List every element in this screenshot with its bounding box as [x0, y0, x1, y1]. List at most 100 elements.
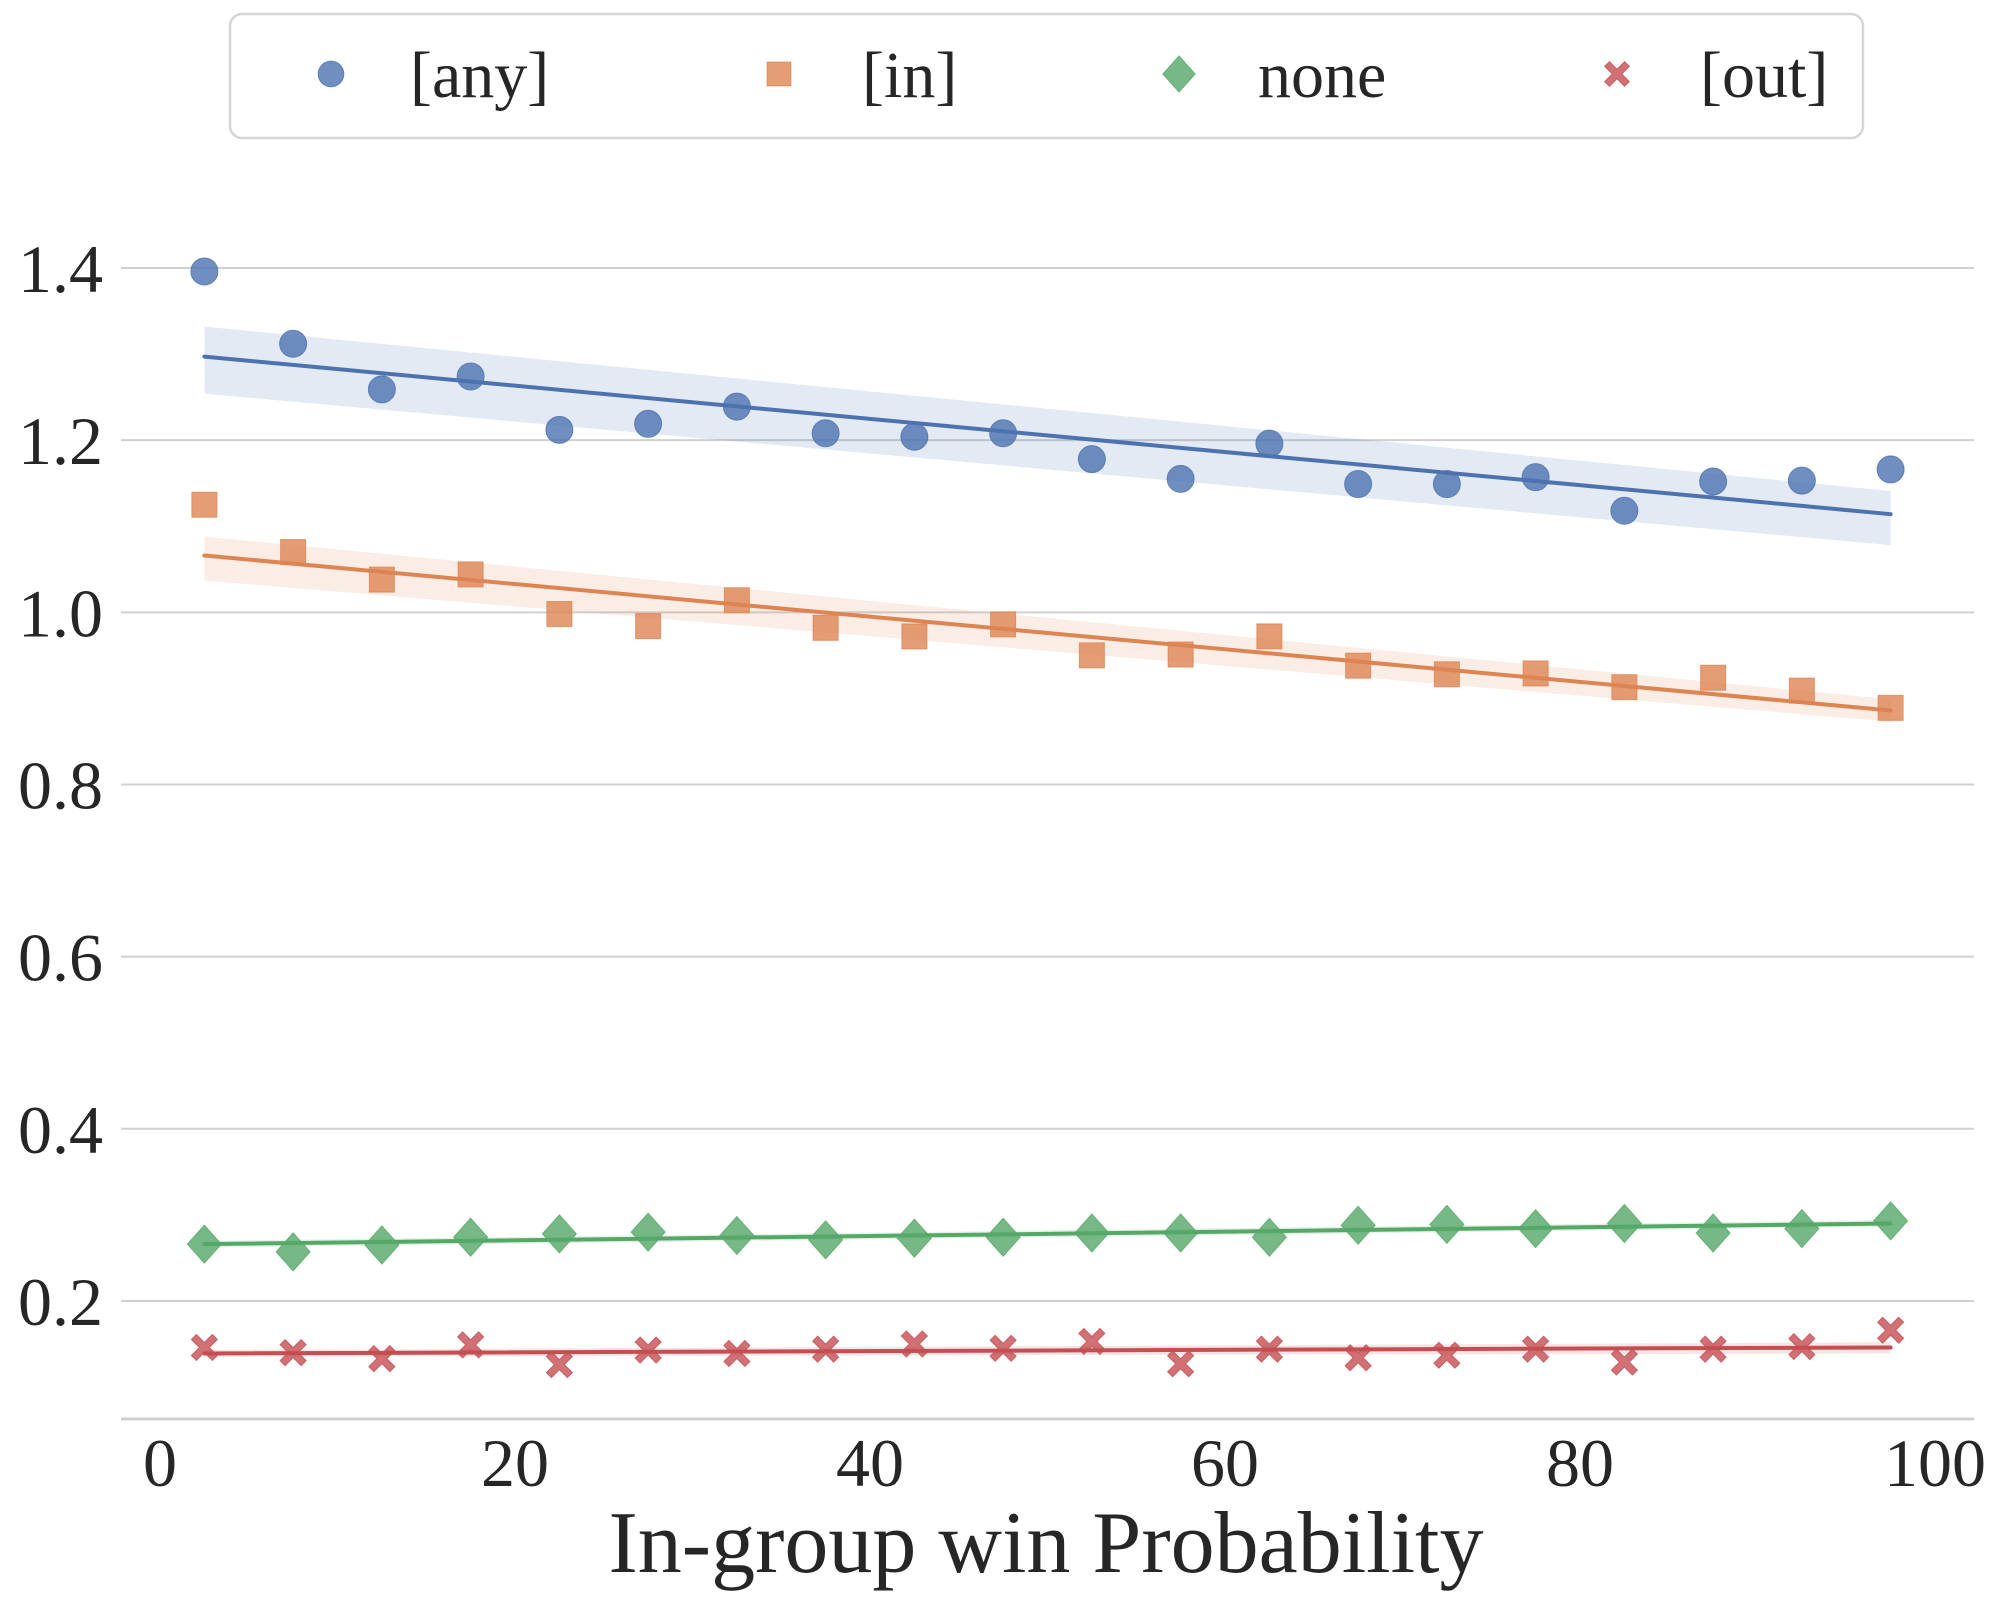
point-none — [985, 1217, 1021, 1258]
point-out — [811, 1335, 840, 1363]
point-out — [279, 1338, 307, 1367]
legend-item-none: none — [1162, 39, 1386, 112]
point-out — [1699, 1335, 1727, 1363]
point-out — [1610, 1348, 1639, 1376]
point-in — [1256, 623, 1283, 650]
point-any — [1344, 470, 1373, 499]
point-any — [989, 419, 1018, 448]
point-out — [190, 1333, 219, 1362]
x-tick-label: 100 — [1884, 1425, 1986, 1501]
point-in — [368, 566, 395, 593]
legend-marker-none-icon — [1162, 55, 1196, 93]
point-out — [1255, 1335, 1284, 1363]
point-none — [364, 1225, 400, 1265]
x-axis-title: In-group win Probability — [608, 1495, 1483, 1592]
point-none — [541, 1214, 578, 1254]
y-tick-label: 0.2 — [18, 1264, 103, 1340]
point-any — [900, 422, 929, 451]
legend: [any] [in] none [out] — [228, 12, 1865, 140]
legend-item-in: [in] — [766, 39, 957, 112]
point-none — [1429, 1204, 1465, 1245]
point-none — [1340, 1205, 1376, 1245]
legend-item-out: [out] — [1603, 39, 1828, 112]
point-in — [1433, 661, 1460, 688]
legend-marker-out-icon — [1603, 60, 1631, 88]
point-out — [1344, 1344, 1372, 1372]
point-in — [812, 614, 839, 641]
legend-box — [228, 12, 1865, 140]
point-any — [1610, 496, 1639, 525]
point-in — [1611, 674, 1638, 701]
point-in — [1078, 642, 1105, 669]
point-out — [1166, 1350, 1195, 1378]
point-in — [1788, 677, 1815, 704]
legend-marker-in-icon — [766, 61, 792, 87]
y-tick-label: 1.2 — [18, 403, 103, 479]
regression-lines — [202, 354, 1893, 1356]
point-in — [723, 587, 750, 614]
point-out — [1876, 1316, 1905, 1344]
y-tick-label: 0.6 — [18, 920, 103, 996]
point-in — [191, 491, 218, 518]
point-out — [723, 1339, 751, 1368]
point-out — [545, 1350, 574, 1379]
point-any — [1077, 445, 1106, 474]
point-out — [900, 1330, 929, 1358]
point-in — [1345, 652, 1372, 679]
point-in — [1522, 660, 1549, 687]
confidence-bands — [204, 326, 1891, 1357]
x-tick-label: 60 — [1191, 1425, 1259, 1501]
point-out — [1521, 1335, 1550, 1363]
point-out — [1433, 1341, 1461, 1369]
x-tick-label: 20 — [481, 1425, 549, 1501]
point-none — [186, 1224, 223, 1264]
data-points — [186, 257, 1909, 1379]
legend-label-none: none — [1258, 39, 1386, 112]
point-out — [368, 1344, 396, 1373]
point-none — [1251, 1217, 1288, 1258]
y-tick-label: 1.4 — [18, 231, 103, 307]
point-any — [1432, 470, 1461, 499]
point-in — [1700, 664, 1727, 691]
point-out — [634, 1336, 662, 1364]
legend-label-any: [any] — [410, 39, 549, 112]
grid-lines — [121, 267, 1974, 1302]
point-in — [546, 601, 573, 628]
point-none — [1872, 1201, 1909, 1241]
fit-line-none — [202, 1221, 1893, 1247]
x-tick-label: 40 — [836, 1425, 904, 1501]
point-none — [452, 1217, 489, 1258]
point-any — [722, 392, 751, 421]
point-in — [1167, 641, 1194, 668]
point-none — [896, 1218, 933, 1258]
legend-marker-any-icon — [317, 60, 345, 88]
fit-line-any — [202, 354, 1893, 517]
fit-line-out — [202, 1345, 1893, 1356]
point-none — [1606, 1203, 1643, 1244]
point-any — [1255, 429, 1284, 458]
point-none — [1074, 1213, 1110, 1253]
point-out — [1078, 1327, 1106, 1356]
x-tick-labels: 0 20 40 60 80 100 — [143, 1425, 1986, 1501]
point-none — [1695, 1213, 1731, 1253]
point-any — [1787, 466, 1816, 495]
point-in — [990, 611, 1017, 638]
point-in — [1877, 694, 1904, 721]
point-any — [456, 362, 485, 391]
y-tick-label: 0.8 — [18, 747, 103, 823]
fit-line-in — [202, 553, 1893, 713]
point-none — [630, 1212, 666, 1252]
x-tick-label: 0 — [143, 1425, 177, 1501]
point-any — [545, 415, 574, 444]
x-tick-label: 80 — [1546, 1425, 1614, 1501]
point-any — [1166, 464, 1195, 493]
point-in — [901, 623, 928, 650]
point-none — [1517, 1208, 1554, 1249]
y-tick-label: 1.0 — [18, 575, 103, 651]
point-none — [275, 1232, 311, 1272]
point-any — [1699, 467, 1728, 496]
ci-band-in — [204, 536, 1891, 722]
legend-label-in: [in] — [862, 39, 957, 112]
point-any — [279, 329, 308, 358]
